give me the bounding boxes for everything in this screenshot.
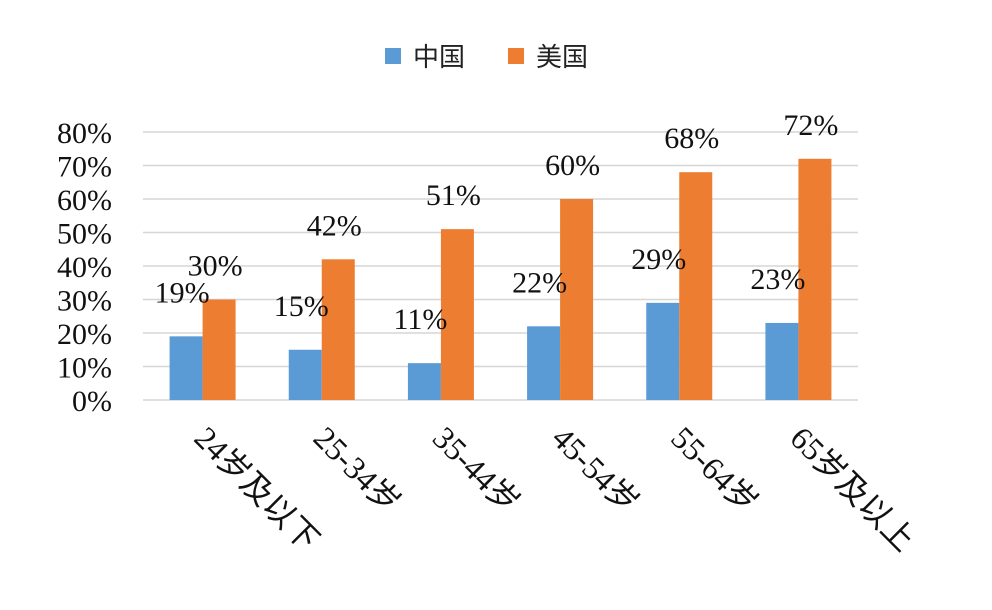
bar-china bbox=[765, 322, 799, 400]
y-tick-label: 80% bbox=[57, 117, 112, 150]
legend-label: 中国 bbox=[413, 43, 465, 73]
bar-china bbox=[288, 349, 322, 400]
data-labels: 19% 15% 11% 22% 29% 23% 30% 42% 51% 60% 68% 72% bbox=[155, 109, 839, 336]
data-label: 68% bbox=[664, 122, 719, 155]
x-category-label: 25-34岁 bbox=[307, 419, 408, 520]
data-label: 23% bbox=[750, 263, 805, 296]
y-tick-label: 60% bbox=[57, 184, 112, 217]
data-label: 19% bbox=[155, 276, 210, 309]
x-category-label: 24岁及以下 bbox=[188, 419, 327, 558]
y-tick-label: 40% bbox=[57, 251, 112, 284]
data-label: 15% bbox=[274, 290, 329, 323]
y-tick-label: 50% bbox=[57, 218, 112, 251]
bar-usa bbox=[679, 172, 713, 400]
bar-usa bbox=[202, 299, 236, 400]
x-category-label: 45-54岁 bbox=[545, 419, 646, 520]
data-label: 22% bbox=[512, 266, 567, 299]
y-axis-tick-labels: 0%10%20%30%40%50%60%70%80% bbox=[57, 117, 112, 418]
bar-usa bbox=[440, 229, 474, 400]
legend-swatch bbox=[508, 48, 524, 64]
data-label: 51% bbox=[426, 179, 481, 212]
bar-china bbox=[646, 302, 680, 400]
x-category-label: 35-44岁 bbox=[426, 419, 527, 520]
data-label: 72% bbox=[783, 109, 838, 142]
bar-usa bbox=[321, 259, 355, 400]
x-category-label: 55-64岁 bbox=[664, 419, 765, 520]
bar-usa bbox=[798, 158, 832, 400]
legend: 中国 美国 bbox=[385, 43, 588, 73]
y-tick-label: 70% bbox=[57, 151, 112, 184]
legend-label: 美国 bbox=[536, 43, 588, 73]
bar-usa bbox=[560, 199, 594, 400]
y-tick-label: 30% bbox=[57, 285, 112, 318]
y-tick-label: 20% bbox=[57, 318, 112, 351]
data-label: 60% bbox=[545, 149, 600, 182]
bar-china bbox=[527, 326, 561, 400]
data-label: 29% bbox=[631, 243, 686, 276]
y-tick-label: 10% bbox=[57, 352, 112, 385]
data-label: 11% bbox=[393, 303, 447, 336]
y-tick-label: 0% bbox=[72, 385, 112, 418]
bar-china bbox=[407, 363, 441, 400]
bars bbox=[169, 158, 832, 400]
x-category-label: 65岁及以上 bbox=[783, 419, 922, 558]
legend-swatch bbox=[385, 48, 401, 64]
data-label: 30% bbox=[188, 250, 243, 283]
data-label: 42% bbox=[307, 209, 362, 242]
gridlines bbox=[143, 131, 858, 401]
bar-china bbox=[169, 336, 203, 400]
